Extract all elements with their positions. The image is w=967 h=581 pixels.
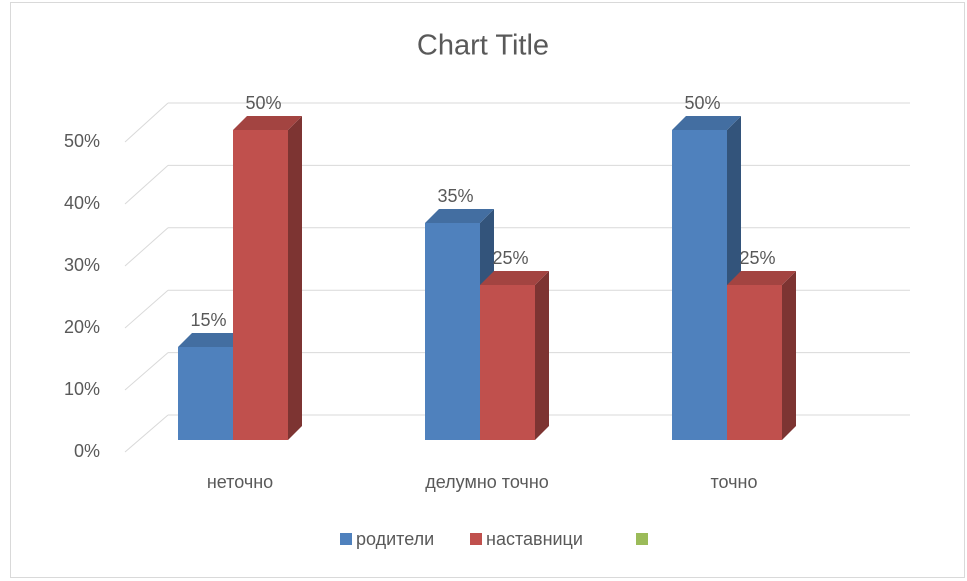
grid-line [124, 414, 169, 453]
y-tick-label: 10% [64, 379, 100, 399]
y-tick-label: 0% [74, 441, 100, 461]
data-label: 50% [245, 93, 281, 113]
bar-side [288, 116, 302, 440]
y-tick-label: 30% [64, 255, 100, 275]
data-label: 35% [437, 186, 473, 206]
data-label: 25% [739, 248, 775, 268]
legend-label: родители [356, 529, 434, 549]
grid-line [124, 102, 169, 143]
grid-line [124, 227, 169, 267]
bar [233, 130, 288, 440]
bar [178, 347, 233, 440]
grid-line [124, 289, 169, 329]
legend-swatch [636, 533, 648, 545]
grid-line [124, 352, 169, 391]
y-tick-label: 50% [64, 131, 100, 151]
bar [727, 285, 782, 440]
bar-side [535, 271, 549, 440]
data-label: 25% [492, 248, 528, 268]
bar-side [782, 271, 796, 440]
y-tick-label: 40% [64, 193, 100, 213]
bar-top [672, 116, 741, 130]
x-tick-label: делумно точно [425, 472, 549, 492]
y-tick-label: 20% [64, 317, 100, 337]
bar-top [178, 333, 247, 347]
bar [425, 223, 480, 440]
x-tick-label: точно [711, 472, 758, 492]
bar-top [480, 271, 549, 285]
bar-top [727, 271, 796, 285]
bar-top [425, 209, 494, 223]
grid-line [124, 165, 169, 205]
bar [480, 285, 535, 440]
x-tick-label: неточно [207, 472, 273, 492]
bar-top [233, 116, 302, 130]
legend-swatch [470, 533, 482, 545]
legend-swatch [340, 533, 352, 545]
bar [672, 130, 727, 440]
chart-title: Chart Title [417, 30, 549, 62]
data-label: 50% [684, 93, 720, 113]
data-label: 15% [190, 310, 226, 330]
legend-label: наставници [486, 529, 583, 549]
